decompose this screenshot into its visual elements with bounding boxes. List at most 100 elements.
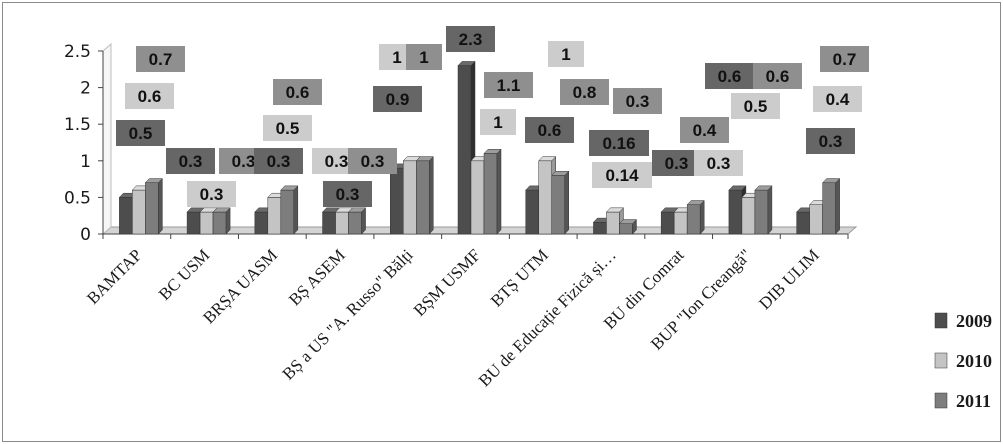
bar-side [429, 155, 434, 235]
data-label-box [125, 83, 174, 109]
bar-top [483, 149, 502, 154]
bar-front [132, 189, 146, 235]
data-label-box [187, 181, 236, 207]
category-label: BTȘ UTM [487, 245, 552, 310]
category-label: BȘ a US "A. Russo" Bălți [278, 245, 416, 383]
data-label: 0.8 [573, 83, 597, 102]
data-label: 0.16 [602, 134, 635, 153]
bar-side [699, 199, 705, 235]
y-tick-label: 1 [80, 152, 91, 172]
y-tick-label: 0.5 [64, 188, 91, 208]
data-label-box [613, 88, 662, 114]
bar-front [741, 197, 756, 235]
data-label: 1 [419, 48, 428, 67]
data-label-box [446, 26, 495, 52]
data-label: 1 [493, 113, 502, 132]
bar-top [605, 207, 625, 213]
bar-front [403, 160, 417, 235]
data-label: 0.3 [267, 152, 291, 171]
data-label: 0.9 [386, 90, 410, 109]
bar-side [496, 148, 502, 235]
y-tick-label: 2.5 [64, 42, 91, 62]
data-label-box [166, 148, 215, 174]
data-label-box [348, 148, 397, 174]
data-label-box [694, 150, 743, 176]
bar-top [618, 219, 638, 225]
data-label: 0.7 [833, 50, 857, 69]
data-label-box [273, 79, 322, 105]
data-label: 1 [392, 48, 401, 67]
bar-top [212, 207, 231, 213]
legend-swatch [934, 392, 948, 409]
bar-front [457, 65, 472, 235]
bar-front [348, 211, 362, 235]
data-label-box [480, 109, 516, 135]
data-label-box [525, 117, 574, 143]
bar-front [390, 167, 404, 235]
data-label: 0.3 [819, 132, 843, 151]
data-label: 0.5 [276, 119, 300, 138]
bar-front [606, 211, 620, 235]
data-label: 0.4 [693, 121, 717, 140]
bar-top [144, 178, 163, 184]
data-label: 0.6 [138, 87, 162, 106]
data-label: 0.3 [232, 152, 256, 171]
bar-front [728, 189, 743, 235]
data-label: 0.3 [336, 185, 360, 204]
bar-front [119, 197, 133, 235]
bar-front [809, 204, 823, 235]
bar-front [212, 211, 227, 235]
bar-top [538, 156, 557, 162]
data-label-box [560, 79, 609, 105]
bar-front [551, 175, 565, 235]
data-label-box [705, 63, 754, 89]
category-label: BU de Educație Fizică și… [475, 245, 620, 390]
bar-front [254, 211, 269, 235]
bar-top [754, 185, 773, 191]
bar-front [673, 211, 688, 235]
data-label: 0.4 [826, 90, 850, 109]
bar-front [145, 182, 159, 235]
data-label: 0.6 [718, 67, 742, 86]
bar-top [728, 185, 747, 191]
bar-front [186, 211, 201, 235]
data-label-box [263, 115, 312, 141]
data-label: 0.3 [665, 154, 689, 173]
bar-front [619, 223, 633, 235]
bar-side [767, 185, 773, 235]
bar-front [416, 160, 430, 235]
bar-front [660, 211, 675, 235]
y-tick-label: 2 [80, 79, 91, 99]
bar-front [822, 182, 836, 235]
data-label: 1 [561, 45, 570, 64]
data-label-box [548, 41, 584, 67]
data-label-box [373, 86, 422, 112]
data-label: 0.6 [286, 83, 310, 102]
data-label: 1.1 [497, 76, 521, 95]
data-label-box [484, 72, 533, 98]
data-label: 0.5 [744, 97, 768, 116]
bar-front [199, 211, 214, 235]
bar-front [483, 153, 498, 235]
category-label: BȘ ASEM [285, 245, 349, 309]
data-label-box [592, 162, 652, 188]
data-label-box [813, 86, 862, 112]
bar-side [564, 170, 569, 235]
legend-label: 2009 [956, 311, 992, 331]
data-label-box [323, 181, 372, 207]
data-label-box [731, 93, 780, 119]
data-label-box [652, 150, 701, 176]
bar-top [551, 170, 570, 176]
bar-side [835, 177, 840, 235]
bar-front [686, 204, 701, 235]
data-label-box [806, 128, 855, 154]
data-label-box [589, 130, 649, 156]
data-label-box [254, 148, 303, 174]
category-label: BC USM [155, 245, 214, 304]
bar-top [457, 61, 476, 66]
legend-label: 2010 [956, 351, 992, 371]
bar-top [822, 178, 841, 184]
bar-front [470, 160, 485, 235]
bar-top [686, 200, 705, 205]
